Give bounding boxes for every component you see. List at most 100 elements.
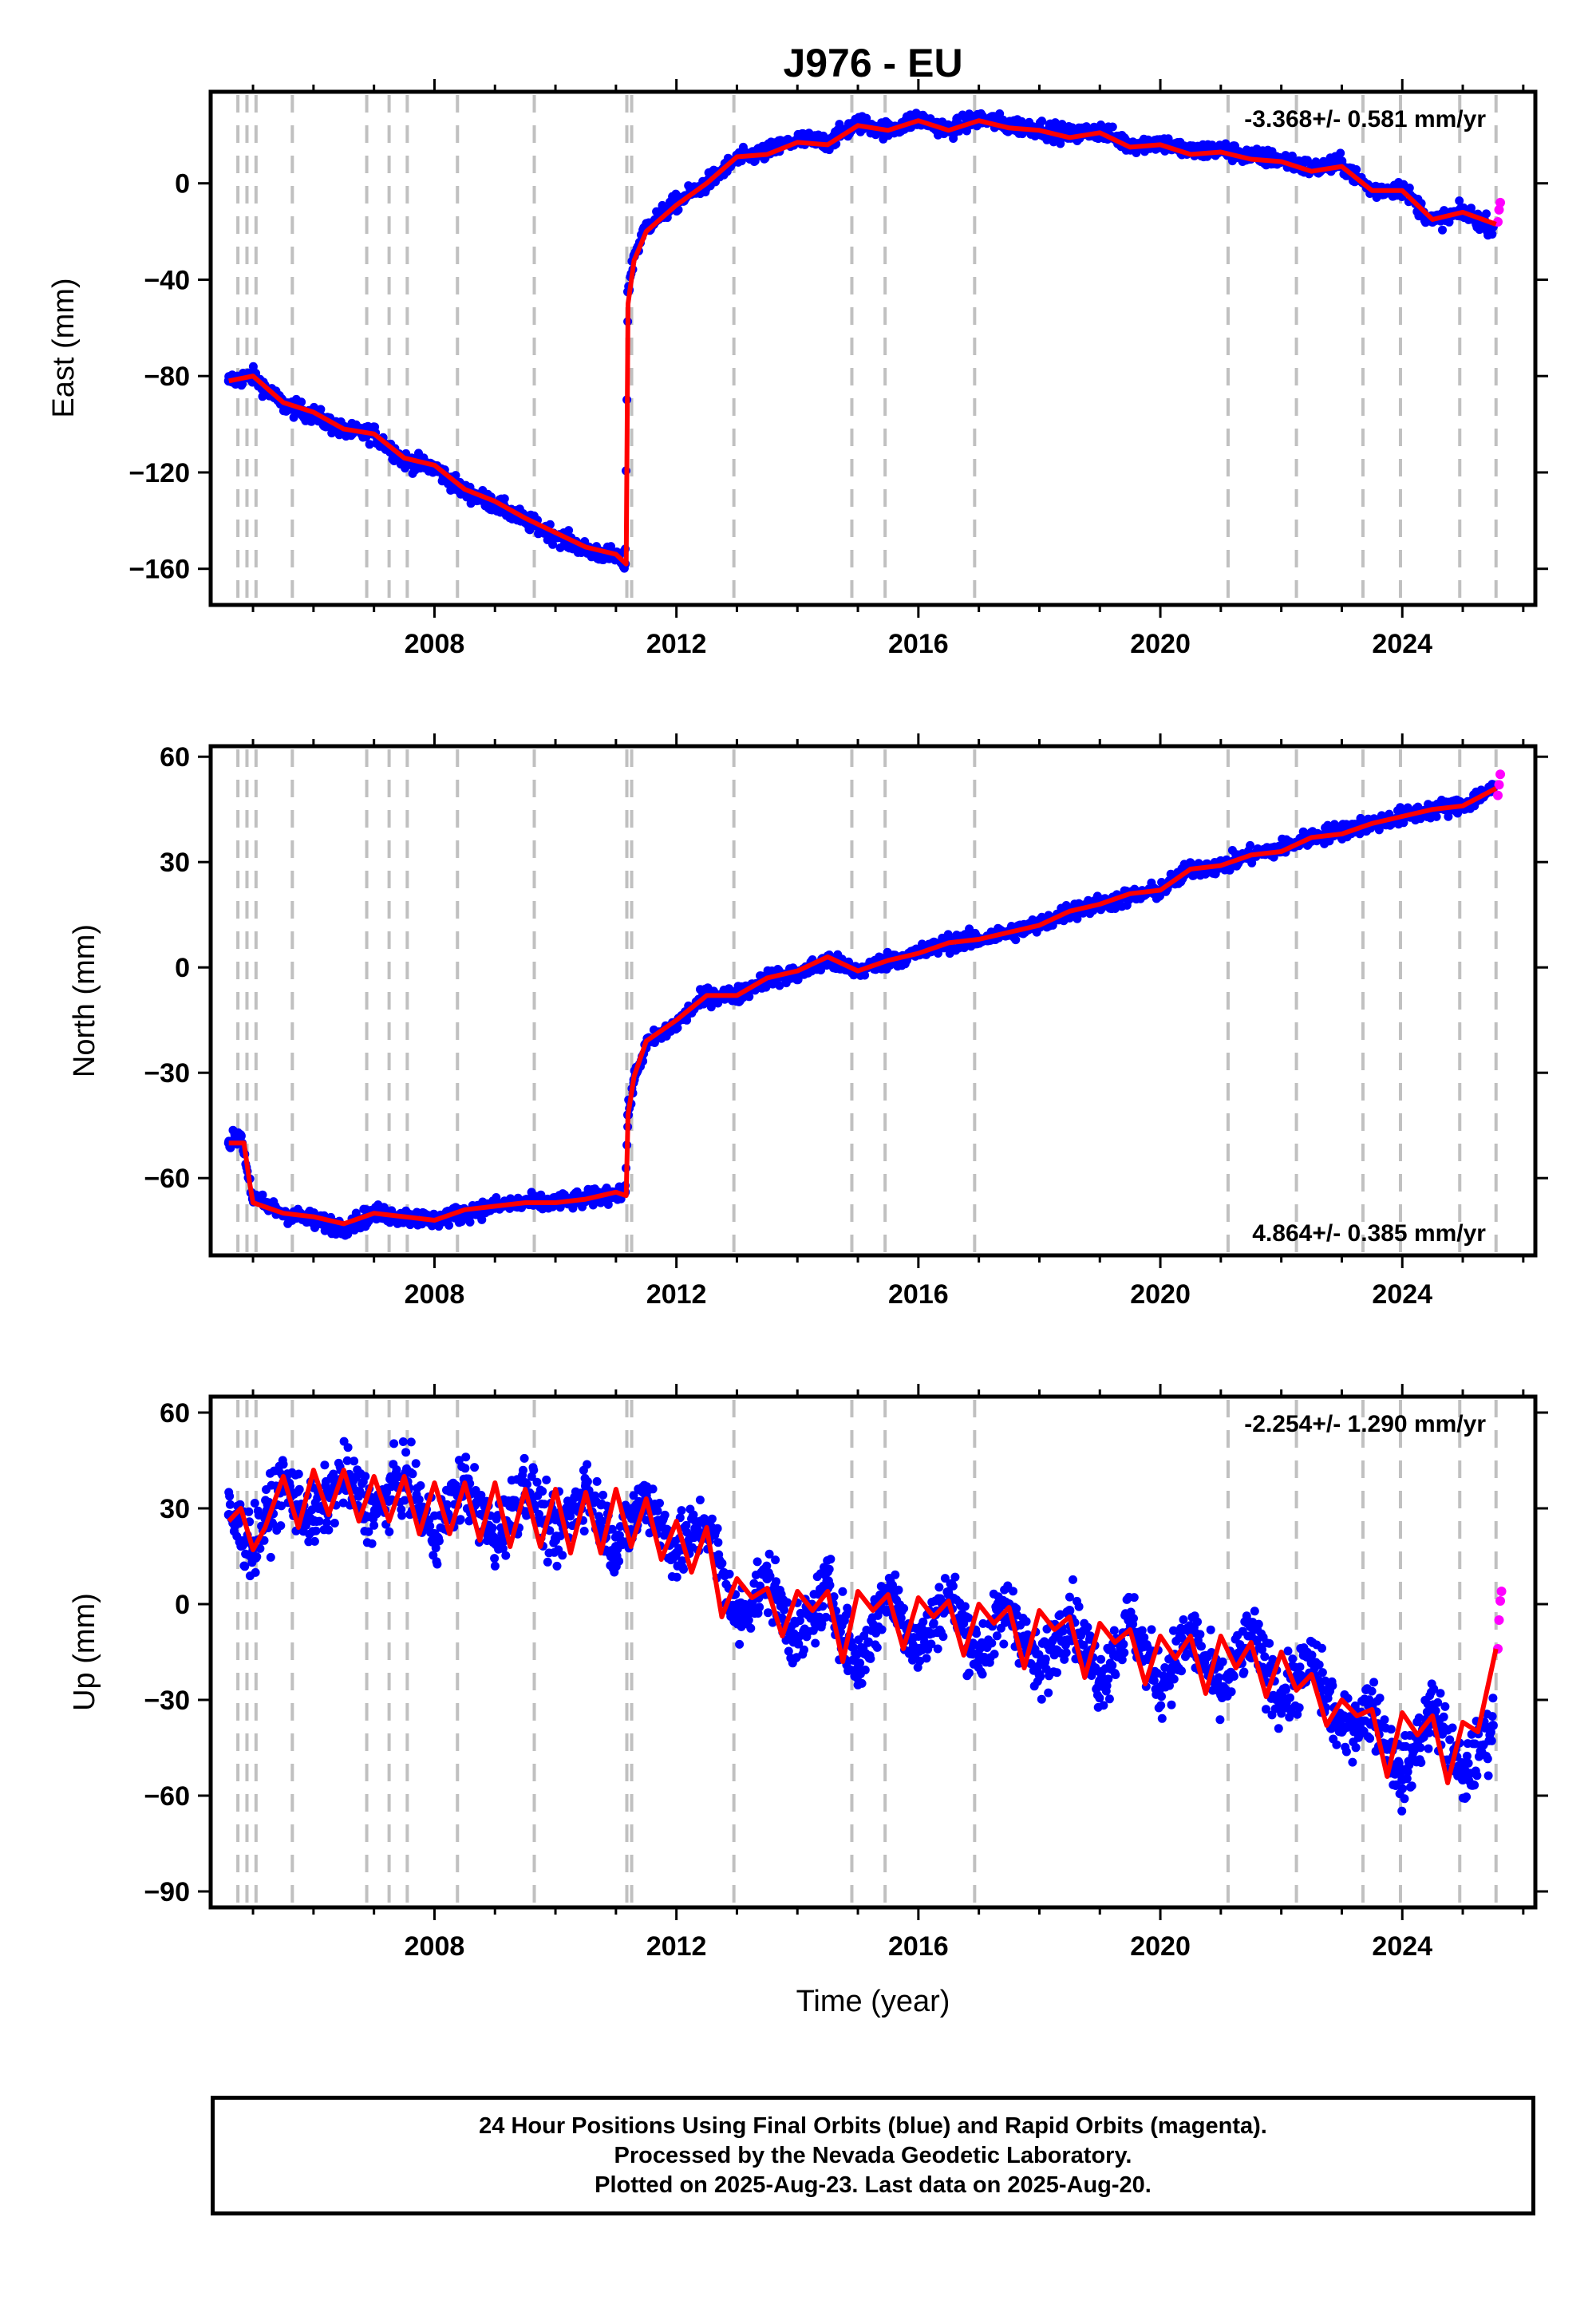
final-orbit-point: [771, 1555, 780, 1565]
final-orbit-point: [764, 1549, 774, 1559]
final-orbit-point: [1348, 1757, 1357, 1767]
final-orbit-point: [579, 1527, 589, 1535]
final-orbit-point: [397, 1511, 407, 1520]
final-orbit-point: [1096, 1654, 1106, 1664]
final-orbit-point: [764, 1608, 772, 1618]
final-orbit-point: [470, 1463, 480, 1472]
final-orbit-point: [745, 992, 754, 1002]
final-orbit-point: [1206, 1625, 1215, 1634]
final-orbit-point: [500, 494, 509, 504]
final-orbit-point: [679, 1564, 688, 1574]
final-orbit-point: [529, 1465, 539, 1475]
final-orbit-point: [519, 1453, 529, 1463]
final-orbit-point: [1026, 1659, 1036, 1668]
rapid-orbit-point: [1495, 197, 1506, 207]
final-orbit-point: [456, 1515, 465, 1524]
final-orbit-point: [1129, 1593, 1139, 1603]
final-orbit-point: [401, 1448, 411, 1457]
final-orbit-point: [564, 526, 574, 536]
final-orbit-point: [1109, 1626, 1119, 1635]
final-orbit-point: [677, 1506, 686, 1516]
final-orbit-point: [414, 1495, 424, 1504]
final-orbit-point: [248, 362, 258, 371]
final-orbit-point: [294, 1484, 304, 1494]
final-orbit-point: [1099, 1701, 1108, 1710]
final-orbit-point: [1156, 1701, 1166, 1710]
final-orbit-point: [744, 1615, 753, 1625]
final-orbit-point: [1012, 1604, 1021, 1613]
model-line: [228, 786, 1498, 1227]
final-orbit-point: [1352, 165, 1361, 174]
final-orbit-point: [1044, 1688, 1053, 1697]
final-orbit-point: [251, 1567, 260, 1577]
final-orbit-point: [950, 1572, 960, 1582]
final-orbit-point: [817, 1619, 827, 1629]
x-tick-label: 2008: [405, 629, 465, 659]
final-orbit-point: [225, 1492, 235, 1501]
final-orbit-point: [1160, 1663, 1170, 1672]
final-orbit-point: [1149, 1676, 1159, 1686]
final-orbit-point: [501, 1551, 511, 1560]
x-tick-label: 2024: [1372, 1279, 1432, 1310]
final-orbit-point: [614, 1556, 624, 1566]
final-orbit-point: [1317, 1643, 1326, 1653]
final-orbit-point: [320, 1460, 330, 1470]
final-orbit-point: [519, 1465, 527, 1475]
final-orbit-point: [1169, 1674, 1179, 1684]
final-orbit-point: [531, 1500, 539, 1510]
final-orbit-point: [1108, 122, 1117, 132]
final-orbit-point: [838, 1587, 847, 1596]
east-panel: 2008 2012 2016 2020 2024−160−120−80−400East …: [47, 79, 1548, 659]
final-orbit-point: [1104, 1694, 1114, 1704]
final-orbit-point: [826, 1555, 836, 1564]
final-orbit-point: [987, 1638, 997, 1648]
final-orbit-point: [538, 1487, 547, 1496]
final-orbit-point: [960, 1602, 970, 1611]
final-orbit-point: [607, 1524, 617, 1534]
final-orbit-point: [629, 1491, 638, 1500]
final-orbit-point: [824, 1564, 834, 1574]
final-orbit-point: [815, 1612, 824, 1622]
final-orbit-point: [1177, 1666, 1186, 1676]
final-orbit-point: [1268, 1654, 1278, 1664]
final-orbit-point: [615, 1522, 625, 1531]
final-orbit-point: [772, 1577, 780, 1587]
final-orbit-point: [1083, 1622, 1092, 1632]
final-orbit-point: [1336, 148, 1345, 158]
final-orbit-point: [1260, 1652, 1270, 1662]
final-orbit-point: [552, 1561, 562, 1571]
final-orbit-point: [1283, 1646, 1293, 1656]
final-orbit-point: [1432, 812, 1441, 821]
final-orbit-point: [252, 1552, 262, 1562]
final-orbit-point: [1120, 1648, 1129, 1658]
x-tick-label: 2008: [405, 1279, 465, 1310]
final-orbit-point: [660, 1510, 670, 1520]
final-orbit-point: [1011, 935, 1021, 945]
final-orbit-point: [1229, 1672, 1238, 1681]
final-orbit-point: [1102, 1681, 1112, 1690]
final-orbit-point: [899, 1603, 909, 1613]
final-orbit-point: [1467, 204, 1476, 213]
final-orbit-point: [872, 1642, 882, 1652]
final-orbit-point: [1041, 1664, 1051, 1674]
figure-title: J976 - EU: [783, 41, 962, 85]
final-orbit-point: [1438, 225, 1447, 235]
final-orbit-point: [1041, 1654, 1050, 1664]
final-orbit-point: [753, 1557, 762, 1567]
y-tick-label: 30: [160, 848, 190, 878]
final-orbit-point: [1060, 1654, 1069, 1664]
final-orbit-point: [442, 1500, 452, 1509]
final-orbit-point: [1108, 1661, 1117, 1670]
final-orbit-point: [1227, 1687, 1236, 1697]
final-orbit-point: [783, 1598, 792, 1607]
final-orbit-point: [1137, 1626, 1147, 1635]
final-orbit-point: [746, 1623, 756, 1633]
final-orbit-point: [268, 1519, 278, 1528]
final-orbit-point: [796, 1609, 806, 1618]
final-orbit-point: [425, 1521, 435, 1531]
final-orbit-point: [1295, 1662, 1305, 1672]
final-orbit-point: [1262, 1705, 1270, 1714]
final-orbit-point: [276, 1521, 286, 1531]
final-orbit-point: [1265, 1638, 1274, 1648]
